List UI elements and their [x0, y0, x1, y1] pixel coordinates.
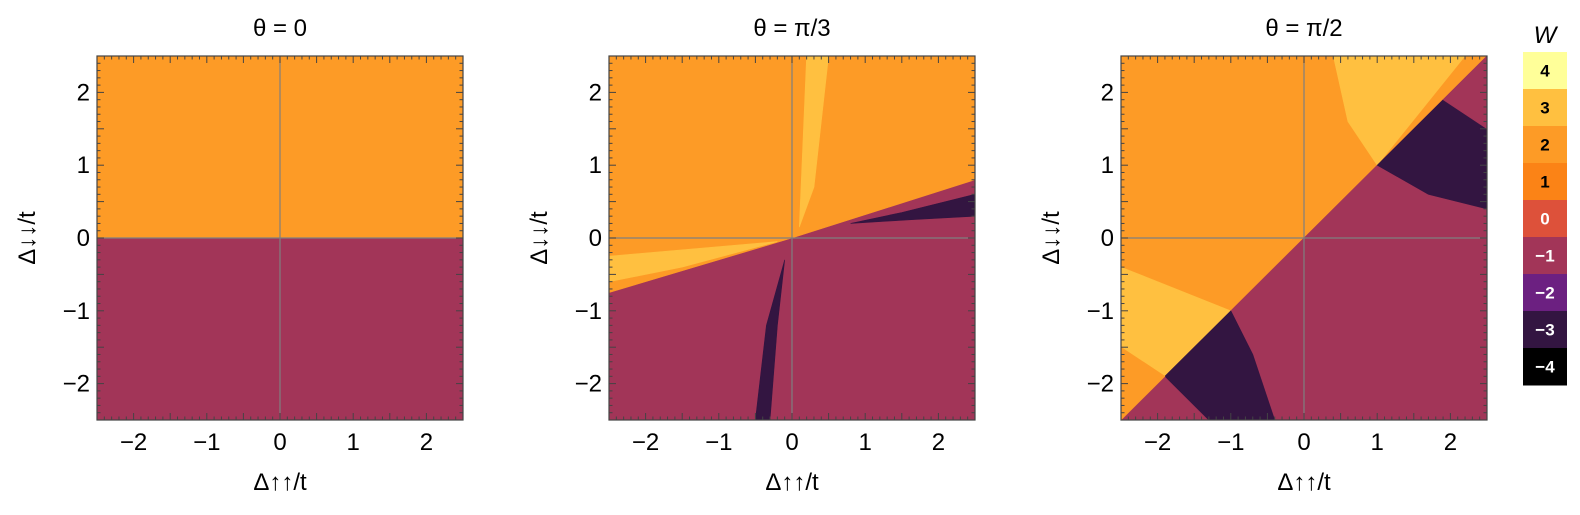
x-tick-label: −2 [120, 429, 147, 456]
x-axis-label: Δ↑↑/t [765, 469, 819, 496]
tick-marks [608, 55, 976, 421]
y-tick-label: 1 [589, 152, 602, 179]
x-tick-label: −1 [705, 429, 732, 456]
colorbar-cell [1523, 52, 1567, 90]
region-w-3 [755, 259, 785, 420]
x-tick-label: −2 [632, 429, 659, 456]
y-tick-label: 2 [589, 79, 602, 106]
colorbar-tick-label: 2 [1540, 136, 1549, 155]
region-w-1 [1442, 56, 1487, 130]
y-tick-label: 0 [77, 225, 90, 252]
x-tick-label: 0 [273, 429, 286, 456]
region-w2 [1121, 346, 1166, 420]
x-tick-label: −1 [1217, 429, 1244, 456]
region-w3 [799, 56, 829, 228]
colorbar-tick-label: −3 [1535, 321, 1554, 340]
y-tick-label: −2 [1087, 371, 1114, 398]
colorbar-cell [1523, 311, 1567, 349]
x-tick-label: 2 [932, 429, 945, 456]
region-w3 [609, 241, 778, 283]
colorbar-cell [1523, 200, 1567, 238]
panel-title: θ = π/3 [753, 15, 830, 42]
colorbar-tick-label: −4 [1535, 358, 1555, 377]
y-axis-label: Δ↓↓/t [1038, 211, 1065, 265]
tick-marks [96, 55, 464, 421]
colorbar-tick-label: 4 [1540, 62, 1550, 81]
x-tick-label: 1 [347, 429, 360, 456]
x-tick-label: 2 [1444, 429, 1457, 456]
region-w-3 [850, 193, 975, 224]
x-axis-label: Δ↑↑/t [1277, 469, 1331, 496]
y-tick-label: 2 [1101, 79, 1114, 106]
y-tick-label: 0 [1101, 225, 1114, 252]
region-w-3 [1164, 310, 1276, 420]
y-tick-label: −2 [575, 371, 602, 398]
colorbar-tick-label: 0 [1540, 210, 1549, 229]
region-w-3 [1376, 99, 1487, 210]
colorbar-cell [1523, 274, 1567, 312]
panel-2: −2 −2 −1 −1 0 0 1 1 2 2 θ = π/3 Δ↑↑/t Δ↓↓/t [526, 15, 976, 496]
colorbar-cell [1523, 163, 1567, 201]
colorbar-tick-label: 1 [1540, 173, 1549, 192]
y-axis-label: Δ↓↓/t [526, 211, 553, 265]
colorbar-cell [1523, 126, 1567, 164]
colorbar: W 4 3 2 1 0 −1 −2 −3 −4 [1523, 22, 1567, 386]
colorbar-cell [1523, 348, 1567, 386]
y-tick-label: −2 [63, 371, 90, 398]
y-tick-label: −1 [63, 298, 90, 325]
colorbar-cell [1523, 237, 1567, 275]
x-tick-label: −2 [1144, 429, 1171, 456]
colorbar-tick-label: 3 [1540, 99, 1549, 118]
y-tick-label: −1 [1087, 298, 1114, 325]
panel-1: −2 −2 −1 −1 0 0 1 1 2 2 θ = 0 Δ↑↑/t Δ↓↓/t [14, 15, 464, 496]
y-tick-label: 2 [77, 79, 90, 106]
x-tick-label: 0 [1297, 429, 1310, 456]
x-axis-label: Δ↑↑/t [253, 469, 307, 496]
colorbar-cell [1523, 89, 1567, 127]
colorbar-tick-label: −2 [1535, 284, 1554, 303]
tick-marks [1120, 55, 1488, 421]
panel-3: −2 −2 −1 −1 0 0 1 1 2 2 θ = π/2 Δ↑↑/t Δ↓↓/t [1038, 15, 1488, 496]
colorbar-label: W [1534, 22, 1559, 49]
panel-title: θ = 0 [253, 15, 307, 42]
y-tick-label: −1 [575, 298, 602, 325]
x-tick-label: 1 [1371, 429, 1384, 456]
x-tick-label: 0 [785, 429, 798, 456]
y-axis-label: Δ↓↓/t [14, 211, 41, 265]
panel-title: θ = π/2 [1265, 15, 1342, 42]
y-tick-label: 1 [1101, 152, 1114, 179]
y-tick-label: 0 [589, 225, 602, 252]
x-tick-label: 1 [859, 429, 872, 456]
x-tick-label: 2 [420, 429, 433, 456]
y-tick-label: 1 [77, 152, 90, 179]
x-tick-label: −1 [193, 429, 220, 456]
colorbar-tick-label: −1 [1535, 247, 1554, 266]
